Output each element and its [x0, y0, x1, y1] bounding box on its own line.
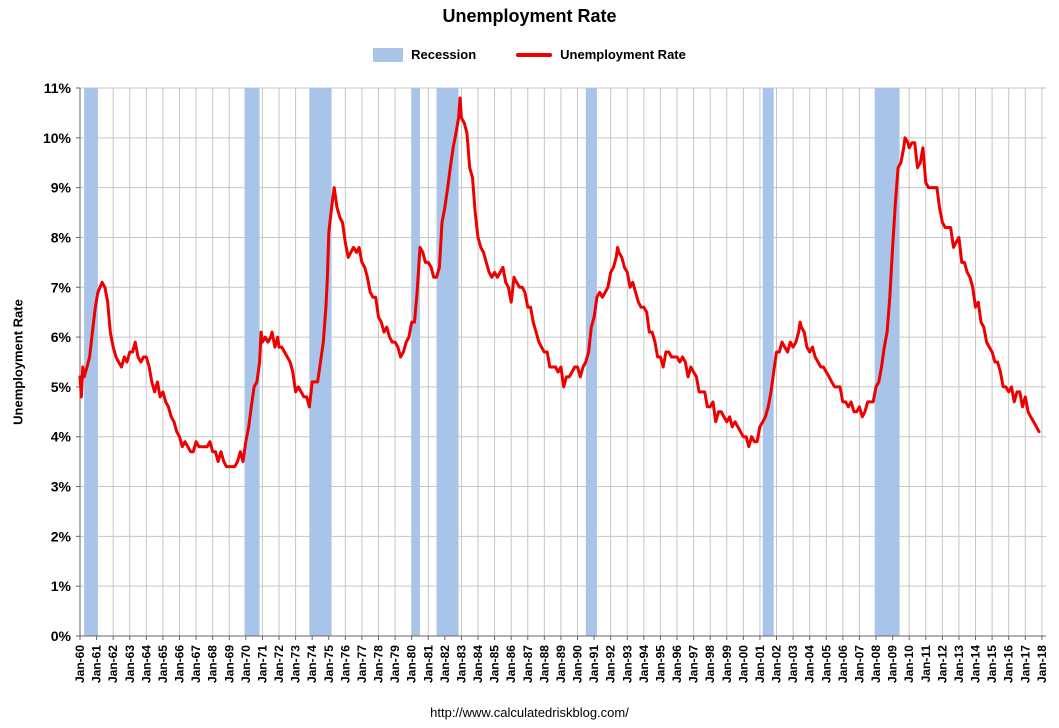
- svg-text:Jan-91: Jan-91: [587, 645, 601, 683]
- svg-text:Jan-94: Jan-94: [637, 645, 651, 683]
- legend-label-recession: Recession: [411, 47, 477, 62]
- svg-text:Jan-60: Jan-60: [73, 645, 87, 683]
- svg-text:Jan-85: Jan-85: [488, 645, 502, 683]
- svg-text:Jan-79: Jan-79: [388, 645, 402, 683]
- svg-text:Jan-98: Jan-98: [703, 645, 717, 683]
- svg-text:Jan-96: Jan-96: [670, 645, 684, 683]
- svg-text:Jan-73: Jan-73: [289, 645, 303, 683]
- svg-text:Jan-12: Jan-12: [935, 645, 949, 683]
- svg-text:Jan-15: Jan-15: [985, 645, 999, 683]
- svg-text:9%: 9%: [51, 180, 72, 196]
- svg-text:Jan-03: Jan-03: [786, 645, 800, 683]
- svg-text:Jan-66: Jan-66: [173, 645, 187, 683]
- svg-text:Jan-11: Jan-11: [919, 645, 933, 683]
- svg-text:Jan-10: Jan-10: [902, 645, 916, 683]
- svg-text:Jan-68: Jan-68: [206, 645, 220, 683]
- svg-text:3%: 3%: [51, 479, 72, 495]
- svg-text:Jan-70: Jan-70: [239, 645, 253, 683]
- svg-text:Jan-00: Jan-00: [736, 645, 750, 683]
- y-axis-title: Unemployment Rate: [10, 299, 26, 425]
- unemployment-line-swatch: [516, 52, 553, 57]
- svg-text:2%: 2%: [51, 528, 72, 544]
- svg-text:Jan-80: Jan-80: [405, 645, 419, 683]
- svg-text:Jan-82: Jan-82: [438, 645, 452, 683]
- svg-text:Jan-02: Jan-02: [770, 645, 784, 683]
- svg-text:1%: 1%: [51, 578, 72, 594]
- svg-text:10%: 10%: [43, 130, 72, 146]
- legend-item-unemployment-rate: Unemployment Rate: [516, 47, 686, 62]
- svg-text:Jan-78: Jan-78: [372, 645, 386, 683]
- svg-text:Jan-08: Jan-08: [869, 645, 883, 683]
- svg-text:Jan-75: Jan-75: [322, 645, 336, 683]
- svg-text:Jan-81: Jan-81: [421, 645, 435, 683]
- svg-text:8%: 8%: [51, 229, 72, 245]
- svg-text:Jan-13: Jan-13: [952, 645, 966, 683]
- source-url: http://www.calculatedriskblog.com/: [430, 705, 629, 720]
- svg-text:Jan-92: Jan-92: [604, 645, 618, 683]
- svg-text:Jan-64: Jan-64: [139, 645, 153, 683]
- svg-text:Jan-86: Jan-86: [504, 645, 518, 683]
- svg-text:Jan-76: Jan-76: [338, 645, 352, 683]
- svg-text:Jan-99: Jan-99: [720, 645, 734, 683]
- svg-text:Jan-67: Jan-67: [189, 645, 203, 683]
- svg-text:Jan-71: Jan-71: [255, 645, 269, 683]
- svg-text:Jan-17: Jan-17: [1018, 645, 1032, 683]
- svg-text:Jan-97: Jan-97: [687, 645, 701, 683]
- legend-label-unemployment-rate: Unemployment Rate: [560, 47, 686, 62]
- svg-text:Jan-77: Jan-77: [355, 645, 369, 683]
- svg-text:Jan-88: Jan-88: [537, 645, 551, 683]
- svg-text:Jan-90: Jan-90: [571, 645, 585, 683]
- svg-text:11%: 11%: [44, 80, 72, 96]
- svg-text:Jan-16: Jan-16: [1002, 645, 1016, 683]
- svg-text:6%: 6%: [51, 329, 72, 345]
- svg-text:Jan-87: Jan-87: [521, 645, 535, 683]
- svg-text:5%: 5%: [51, 379, 72, 395]
- svg-text:Jan-09: Jan-09: [886, 645, 900, 683]
- svg-text:Jan-01: Jan-01: [753, 645, 767, 683]
- recession-swatch: [373, 47, 404, 62]
- legend-item-recession: Recession: [373, 47, 476, 62]
- svg-text:7%: 7%: [51, 279, 72, 295]
- svg-text:Jan-05: Jan-05: [819, 645, 833, 683]
- svg-text:Jan-65: Jan-65: [156, 645, 170, 683]
- chart-legend: Recession Unemployment Rate: [0, 47, 1059, 62]
- svg-text:Jan-14: Jan-14: [969, 645, 983, 683]
- svg-text:Jan-72: Jan-72: [272, 645, 286, 683]
- svg-text:Jan-63: Jan-63: [123, 645, 137, 683]
- svg-text:Jan-06: Jan-06: [836, 645, 850, 683]
- svg-text:Jan-07: Jan-07: [852, 645, 866, 683]
- svg-text:Jan-83: Jan-83: [454, 645, 468, 683]
- svg-text:Jan-62: Jan-62: [106, 645, 120, 683]
- svg-text:Jan-69: Jan-69: [222, 645, 236, 683]
- svg-text:Jan-95: Jan-95: [653, 645, 667, 683]
- svg-text:Jan-74: Jan-74: [305, 645, 319, 683]
- chart-title: Unemployment Rate: [442, 6, 617, 26]
- svg-text:Jan-89: Jan-89: [554, 645, 568, 683]
- svg-text:Jan-61: Jan-61: [90, 645, 104, 683]
- svg-text:Jan-84: Jan-84: [471, 645, 485, 683]
- svg-text:Jan-04: Jan-04: [803, 645, 817, 683]
- svg-text:0%: 0%: [51, 628, 72, 644]
- svg-text:4%: 4%: [51, 429, 72, 445]
- svg-text:Jan-18: Jan-18: [1035, 645, 1049, 683]
- svg-text:Jan-93: Jan-93: [620, 645, 634, 683]
